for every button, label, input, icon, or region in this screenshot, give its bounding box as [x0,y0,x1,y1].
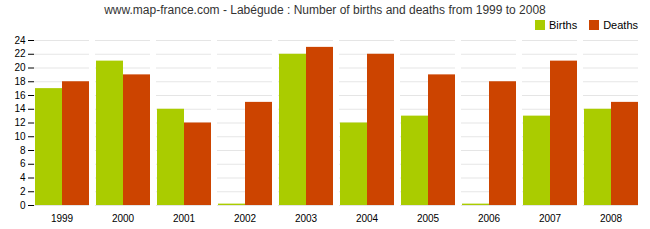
svg-text:2004: 2004 [356,213,379,224]
svg-text:2005: 2005 [417,213,440,224]
svg-text:20: 20 [14,62,26,73]
svg-text:24: 24 [14,35,26,46]
svg-text:2002: 2002 [234,213,257,224]
svg-text:2007: 2007 [539,213,562,224]
svg-text:6: 6 [20,158,26,169]
svg-text:2006: 2006 [478,213,501,224]
svg-text:22: 22 [14,48,26,59]
html-text:www.map-france.com - Labégude: www.map-france.com - Labégude : Number o… [104,3,546,17]
html-text:Births: Births [549,19,578,31]
svg-text:10: 10 [14,131,26,142]
svg-text:2008: 2008 [600,213,623,224]
svg-text:16: 16 [14,90,26,101]
svg-text:14: 14 [14,103,26,114]
svg-text:2001: 2001 [173,213,196,224]
svg-text:4: 4 [20,172,26,183]
html-text:Deaths: Deaths [603,19,638,31]
svg-text:2: 2 [20,186,26,197]
svg-text:18: 18 [14,76,26,87]
svg-text:2003: 2003 [295,213,318,224]
svg-text:2000: 2000 [112,213,135,224]
svg-text:12: 12 [14,117,26,128]
svg-text:0: 0 [20,200,26,211]
svg-text:1999: 1999 [51,213,74,224]
svg-text:8: 8 [20,145,26,156]
